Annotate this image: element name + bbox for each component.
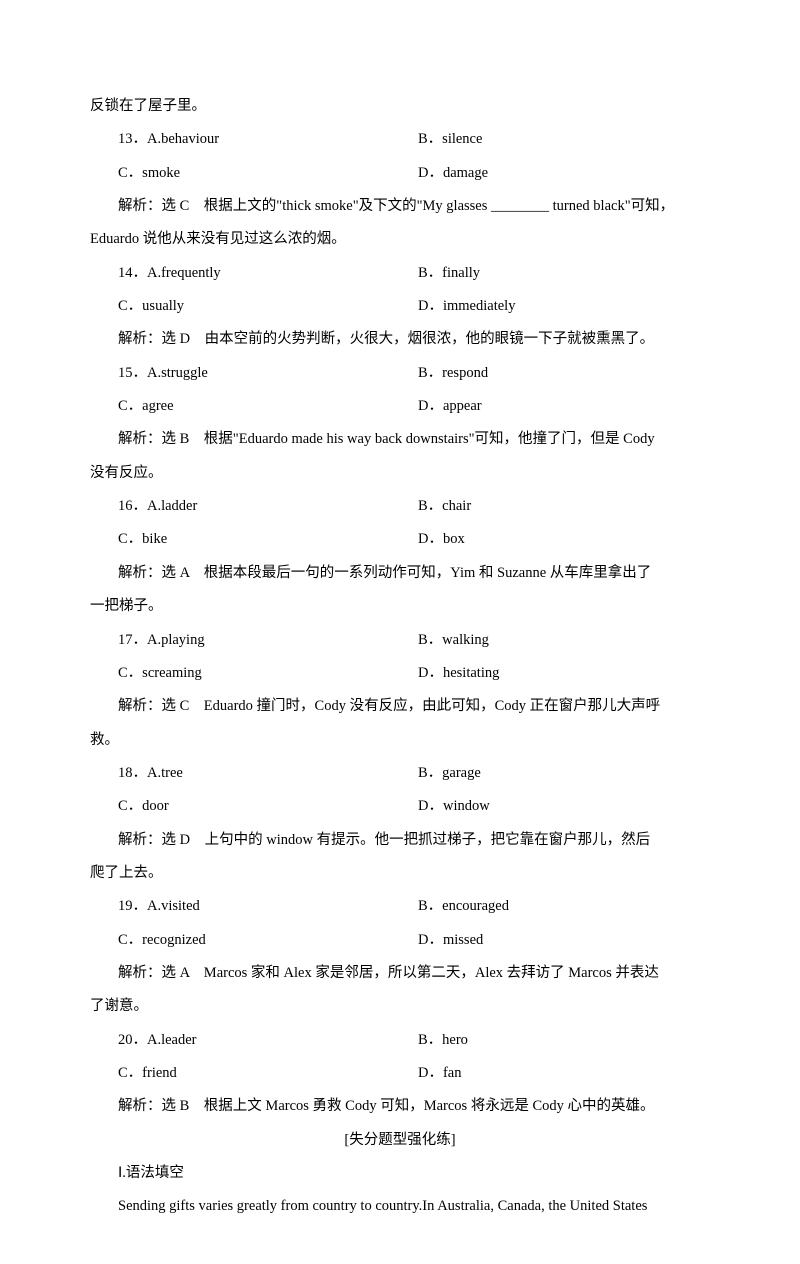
q18-row-ab: 18．A.tree B．garage [90,757,710,790]
q14-explanation: 解析：选 D 由本空前的火势判断，火很大，烟很浓，他的眼镜一下子就被熏黑了。 [90,323,710,356]
q18-row-cd: C．door D．window [90,790,710,823]
grammar-heading: Ⅰ.语法填空 [90,1157,710,1190]
q15-row-cd: C．agree D．appear [90,390,710,423]
q18-explanation: 解析：选 D 上句中的 window 有提示。他一把抓过梯子，把它靠在窗户那儿，… [90,824,710,857]
q18-opt-c: C．door [90,790,418,823]
q17-opt-c: C．screaming [90,657,418,690]
q17-explanation-cont: 救。 [90,724,710,757]
q16-opt-d: D．box [418,523,710,556]
q16-opt-a: 16．A.ladder [90,490,418,523]
q15-explanation: 解析：选 B 根据"Eduardo made his way back down… [90,423,710,456]
q14-row-cd: C．usually D．immediately [90,290,710,323]
q19-opt-a: 19．A.visited [90,890,418,923]
q14-opt-d: D．immediately [418,290,710,323]
q15-opt-b: B．respond [418,357,710,390]
q17-opt-a: 17．A.playing [90,624,418,657]
q20-row-cd: C．friend D．fan [90,1057,710,1090]
section-title: [失分题型强化练] [90,1124,710,1157]
q14-opt-b: B．finally [418,257,710,290]
q17-row-ab: 17．A.playing B．walking [90,624,710,657]
document-page: 反锁在了屋子里。 13．A.behaviour B．silence C．smok… [0,0,800,1264]
q17-opt-d: D．hesitating [418,657,710,690]
q15-opt-d: D．appear [418,390,710,423]
q15-opt-a: 15．A.struggle [90,357,418,390]
q13-opt-d: D．damage [418,157,710,190]
q20-opt-a: 20．A.leader [90,1024,418,1057]
q13-opt-b: B．silence [418,123,710,156]
q19-row-cd: C．recognized D．missed [90,924,710,957]
top-continuation-line: 反锁在了屋子里。 [90,90,710,123]
q20-explanation: 解析：选 B 根据上文 Marcos 勇救 Cody 可知，Marcos 将永远… [90,1090,710,1123]
q18-explanation-cont: 爬了上去。 [90,857,710,890]
q20-opt-c: C．friend [90,1057,418,1090]
q13-row-ab: 13．A.behaviour B．silence [90,123,710,156]
q15-row-ab: 15．A.struggle B．respond [90,357,710,390]
q18-opt-b: B．garage [418,757,710,790]
q16-row-ab: 16．A.ladder B．chair [90,490,710,523]
q19-explanation: 解析：选 A Marcos 家和 Alex 家是邻居，所以第二天，Alex 去拜… [90,957,710,990]
bottom-paragraph: Sending gifts varies greatly from countr… [90,1190,710,1223]
q20-opt-d: D．fan [418,1057,710,1090]
q16-explanation: 解析：选 A 根据本段最后一句的一系列动作可知，Yim 和 Suzanne 从车… [90,557,710,590]
q13-explanation: 解析：选 C 根据上文的"thick smoke"及下文的"My glasses… [90,190,710,223]
q13-explanation-cont: Eduardo 说他从来没有见过这么浓的烟。 [90,223,710,256]
q13-opt-c: C．smoke [90,157,418,190]
q17-row-cd: C．screaming D．hesitating [90,657,710,690]
q17-opt-b: B．walking [418,624,710,657]
q19-row-ab: 19．A.visited B．encouraged [90,890,710,923]
q13-row-cd: C．smoke D．damage [90,157,710,190]
q13-opt-a: 13．A.behaviour [90,123,418,156]
q14-row-ab: 14．A.frequently B．finally [90,257,710,290]
q19-opt-d: D．missed [418,924,710,957]
q18-opt-d: D．window [418,790,710,823]
q15-opt-c: C．agree [90,390,418,423]
q18-opt-a: 18．A.tree [90,757,418,790]
q16-explanation-cont: 一把梯子。 [90,590,710,623]
q16-opt-c: C．bike [90,523,418,556]
q19-opt-c: C．recognized [90,924,418,957]
q14-opt-a: 14．A.frequently [90,257,418,290]
q20-opt-b: B．hero [418,1024,710,1057]
q19-explanation-cont: 了谢意。 [90,990,710,1023]
q15-explanation-cont: 没有反应。 [90,457,710,490]
q20-row-ab: 20．A.leader B．hero [90,1024,710,1057]
q14-opt-c: C．usually [90,290,418,323]
q16-row-cd: C．bike D．box [90,523,710,556]
q16-opt-b: B．chair [418,490,710,523]
q17-explanation: 解析：选 C Eduardo 撞门时，Cody 没有反应，由此可知，Cody 正… [90,690,710,723]
q19-opt-b: B．encouraged [418,890,710,923]
